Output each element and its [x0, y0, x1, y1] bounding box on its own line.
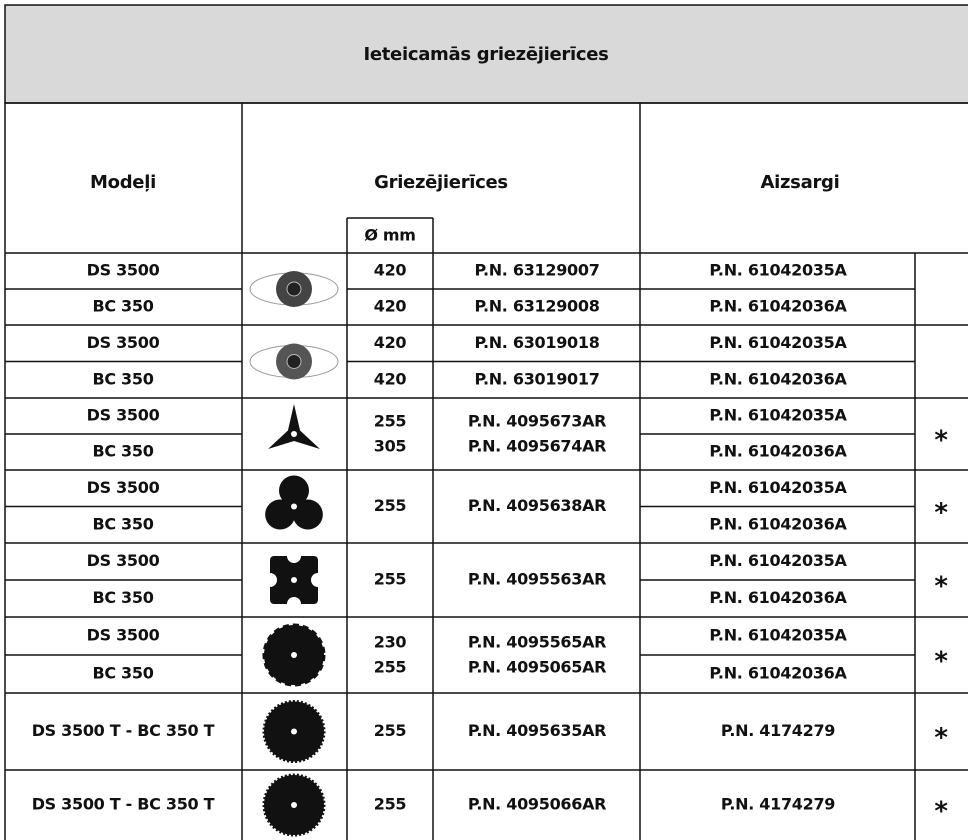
guard-pn: P.N. 61042036A: [709, 297, 847, 316]
guard-pn: P.N. 4174279: [721, 795, 835, 814]
model: DS 3500: [87, 551, 160, 570]
title-band: [4, 4, 968, 104]
model: DS 3500: [87, 261, 160, 280]
tool-icon: [291, 802, 297, 808]
note-mark: *: [934, 426, 948, 456]
tool-pn: P.N. 4095635AR: [468, 721, 606, 740]
tool-icon: [286, 281, 302, 297]
tool-icon: [311, 573, 325, 587]
diameter: 305: [374, 437, 407, 456]
guard-pn: P.N. 61042035A: [709, 406, 847, 425]
model: BC 350: [92, 588, 153, 607]
diameter: 255: [374, 658, 407, 677]
tool-pn: P.N. 63129007: [474, 261, 599, 280]
note-mark: *: [934, 797, 948, 827]
diameter: 255: [374, 496, 407, 515]
tool-pn: P.N. 4095066AR: [468, 795, 606, 814]
diameter: 420: [374, 261, 407, 280]
header-diameter: Ø mm: [364, 226, 415, 245]
table-frame: [4, 102, 968, 840]
tool-pn: P.N. 63129008: [474, 297, 599, 316]
model: DS 3500 T - BC 350 T: [32, 721, 215, 740]
header-guards: Aizsargi: [761, 172, 840, 193]
note-mark: *: [934, 723, 948, 753]
model: BC 350: [92, 369, 153, 388]
tool-pn: P.N. 4095638AR: [468, 496, 606, 515]
tool-icon: [291, 728, 297, 735]
guard-pn: P.N. 61042035A: [709, 478, 847, 497]
header-cutting-tools: Griezējierīces: [374, 172, 508, 193]
tool-icon: [287, 549, 301, 563]
guard-pn: P.N. 61042036A: [709, 514, 847, 533]
table-title: Ieteicamās griezējierīces: [363, 44, 608, 65]
guard-pn: P.N. 61042036A: [709, 369, 847, 388]
diameter: 420: [374, 297, 407, 316]
diameter: 255: [374, 721, 407, 740]
diameter: 255: [374, 795, 407, 814]
model: DS 3500: [87, 406, 160, 425]
tool-icon: [291, 577, 297, 583]
diameter: 255: [374, 570, 407, 589]
tool-pn: P.N. 4095563AR: [468, 570, 606, 589]
tool-pn: P.N. 63019017: [474, 369, 599, 388]
model: BC 350: [92, 297, 153, 316]
guard-pn: P.N. 4174279: [721, 721, 835, 740]
model: DS 3500 T - BC 350 T: [32, 795, 215, 814]
tool-icon: [287, 597, 301, 611]
guard-pn: P.N. 61042035A: [709, 626, 847, 645]
tool-icon: [291, 503, 297, 510]
diameter: 230: [374, 633, 407, 652]
model: BC 350: [92, 664, 153, 683]
tool-pn: P.N. 4095674AR: [468, 437, 606, 456]
guard-pn: P.N. 61042035A: [709, 261, 847, 280]
model: DS 3500: [87, 626, 160, 645]
tool-icon: [291, 652, 297, 658]
tool-icon: [263, 573, 277, 587]
note-mark: *: [934, 498, 948, 528]
diameter: 255: [374, 412, 407, 431]
model: DS 3500: [87, 333, 160, 352]
tool-icon: [286, 354, 302, 369]
guard-pn: P.N. 61042036A: [709, 588, 847, 607]
tool-icon: [291, 431, 297, 437]
tool-pn: P.N. 4095673AR: [468, 412, 606, 431]
guard-pn: P.N. 61042035A: [709, 333, 847, 352]
header-models: Modeļi: [90, 172, 156, 193]
tool-icon: [268, 404, 320, 449]
model: BC 350: [92, 442, 153, 461]
diameter: 420: [374, 333, 407, 352]
tool-pn: P.N. 63019018: [474, 333, 599, 352]
tool-pn: P.N. 4095565AR: [468, 633, 606, 652]
guard-pn: P.N. 61042036A: [709, 442, 847, 461]
guard-pn: P.N. 61042036A: [709, 664, 847, 683]
model: DS 3500: [87, 478, 160, 497]
guard-pn: P.N. 61042035A: [709, 551, 847, 570]
tool-pn: P.N. 4095065AR: [468, 658, 606, 677]
diameter: 420: [374, 369, 407, 388]
model: BC 350: [92, 514, 153, 533]
note-mark: *: [934, 572, 948, 602]
note-mark: *: [934, 647, 948, 677]
